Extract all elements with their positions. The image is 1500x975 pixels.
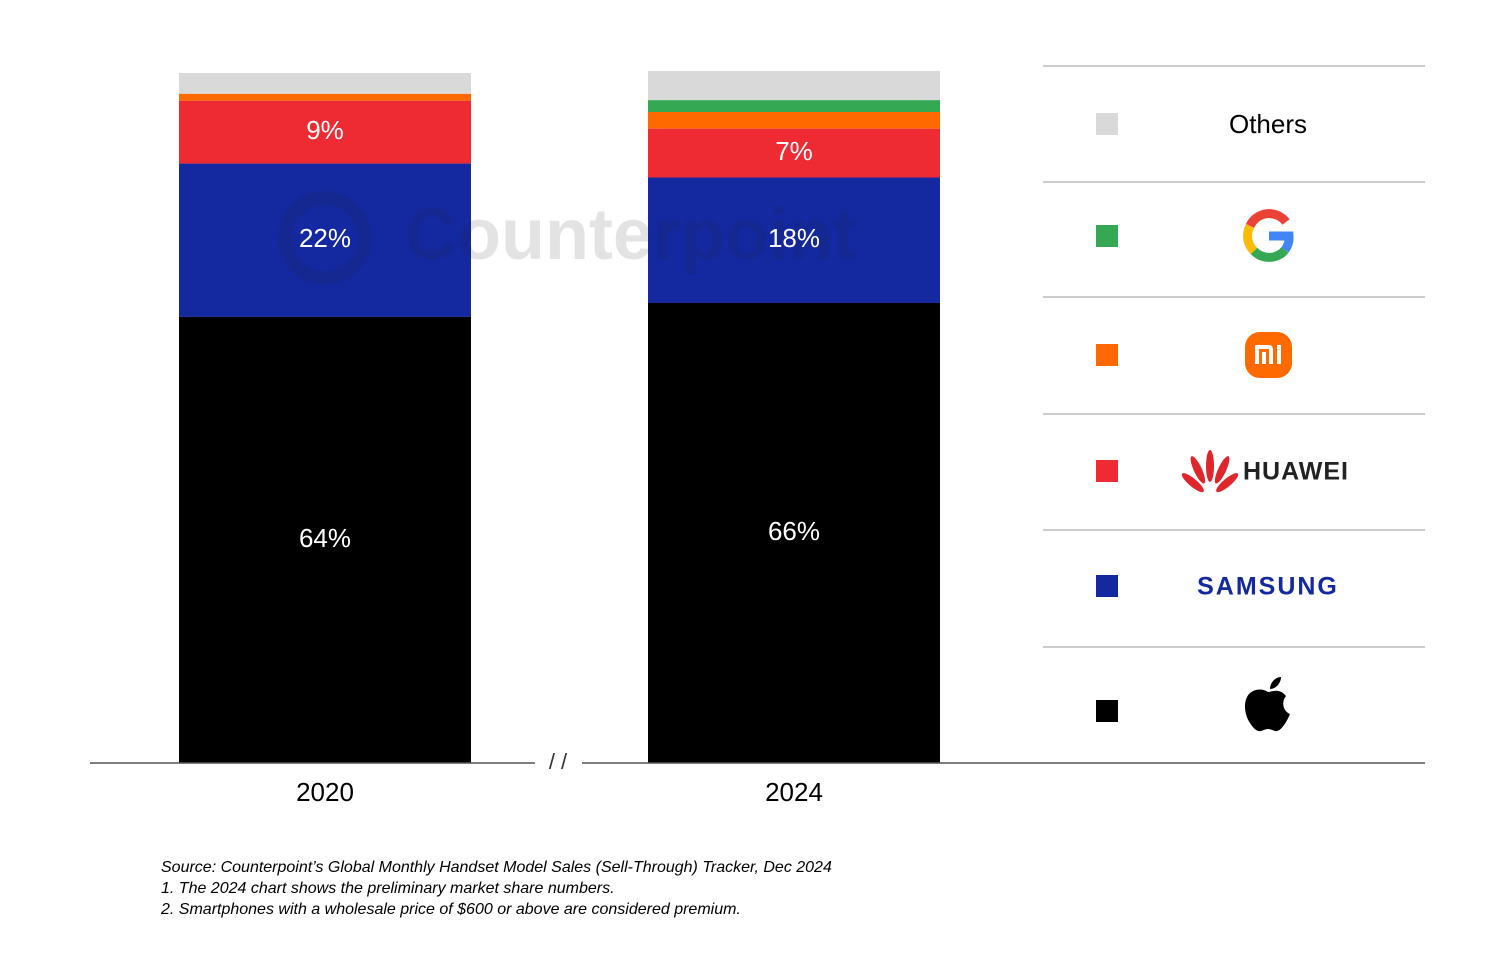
value-label: 9% — [306, 115, 344, 145]
apple-logo — [1244, 677, 1290, 732]
legend-label: SAMSUNG — [1197, 573, 1339, 601]
value-label: 64% — [299, 523, 351, 553]
bar-segment — [648, 177, 940, 303]
bar-segment — [179, 100, 471, 164]
huawei-logo — [1181, 450, 1239, 493]
x-tick-label: 2024 — [765, 777, 823, 807]
legend-label: Others — [1229, 109, 1307, 139]
bar-segment — [179, 163, 471, 317]
bar-segment — [179, 72, 471, 94]
legend-swatch — [1096, 225, 1118, 247]
bar-segment — [648, 302, 940, 763]
bar-segment — [179, 316, 471, 763]
legend-swatch — [1096, 344, 1118, 366]
value-label: 18% — [768, 223, 820, 253]
watermark: Counterpoint — [278, 191, 857, 285]
axis-break: / / — [549, 749, 568, 774]
legend-swatch — [1096, 700, 1118, 722]
footnote: Source: Counterpoint’s Global Monthly Ha… — [161, 859, 832, 876]
watermark-text: Counterpoint — [405, 195, 857, 275]
value-label: 7% — [775, 136, 813, 166]
footnote: 1. The 2024 chart shows the preliminary … — [161, 880, 615, 897]
x-tick-label: 2020 — [296, 777, 354, 807]
bar-segment — [648, 128, 940, 178]
bar-segment — [648, 112, 940, 129]
bar-segment — [648, 100, 940, 113]
legend-label: HUAWEI — [1243, 458, 1349, 486]
value-label: 22% — [299, 223, 351, 253]
bar-segment — [179, 93, 471, 101]
xiaomi-logo — [1245, 332, 1292, 378]
footnote: 2. Smartphones with a wholesale price of… — [160, 901, 741, 918]
bar-segment — [648, 70, 940, 101]
google-logo — [1243, 209, 1294, 262]
legend-swatch — [1096, 575, 1118, 597]
legend-swatch — [1096, 113, 1118, 135]
legend-swatch — [1096, 460, 1118, 482]
value-label: 66% — [768, 516, 820, 546]
